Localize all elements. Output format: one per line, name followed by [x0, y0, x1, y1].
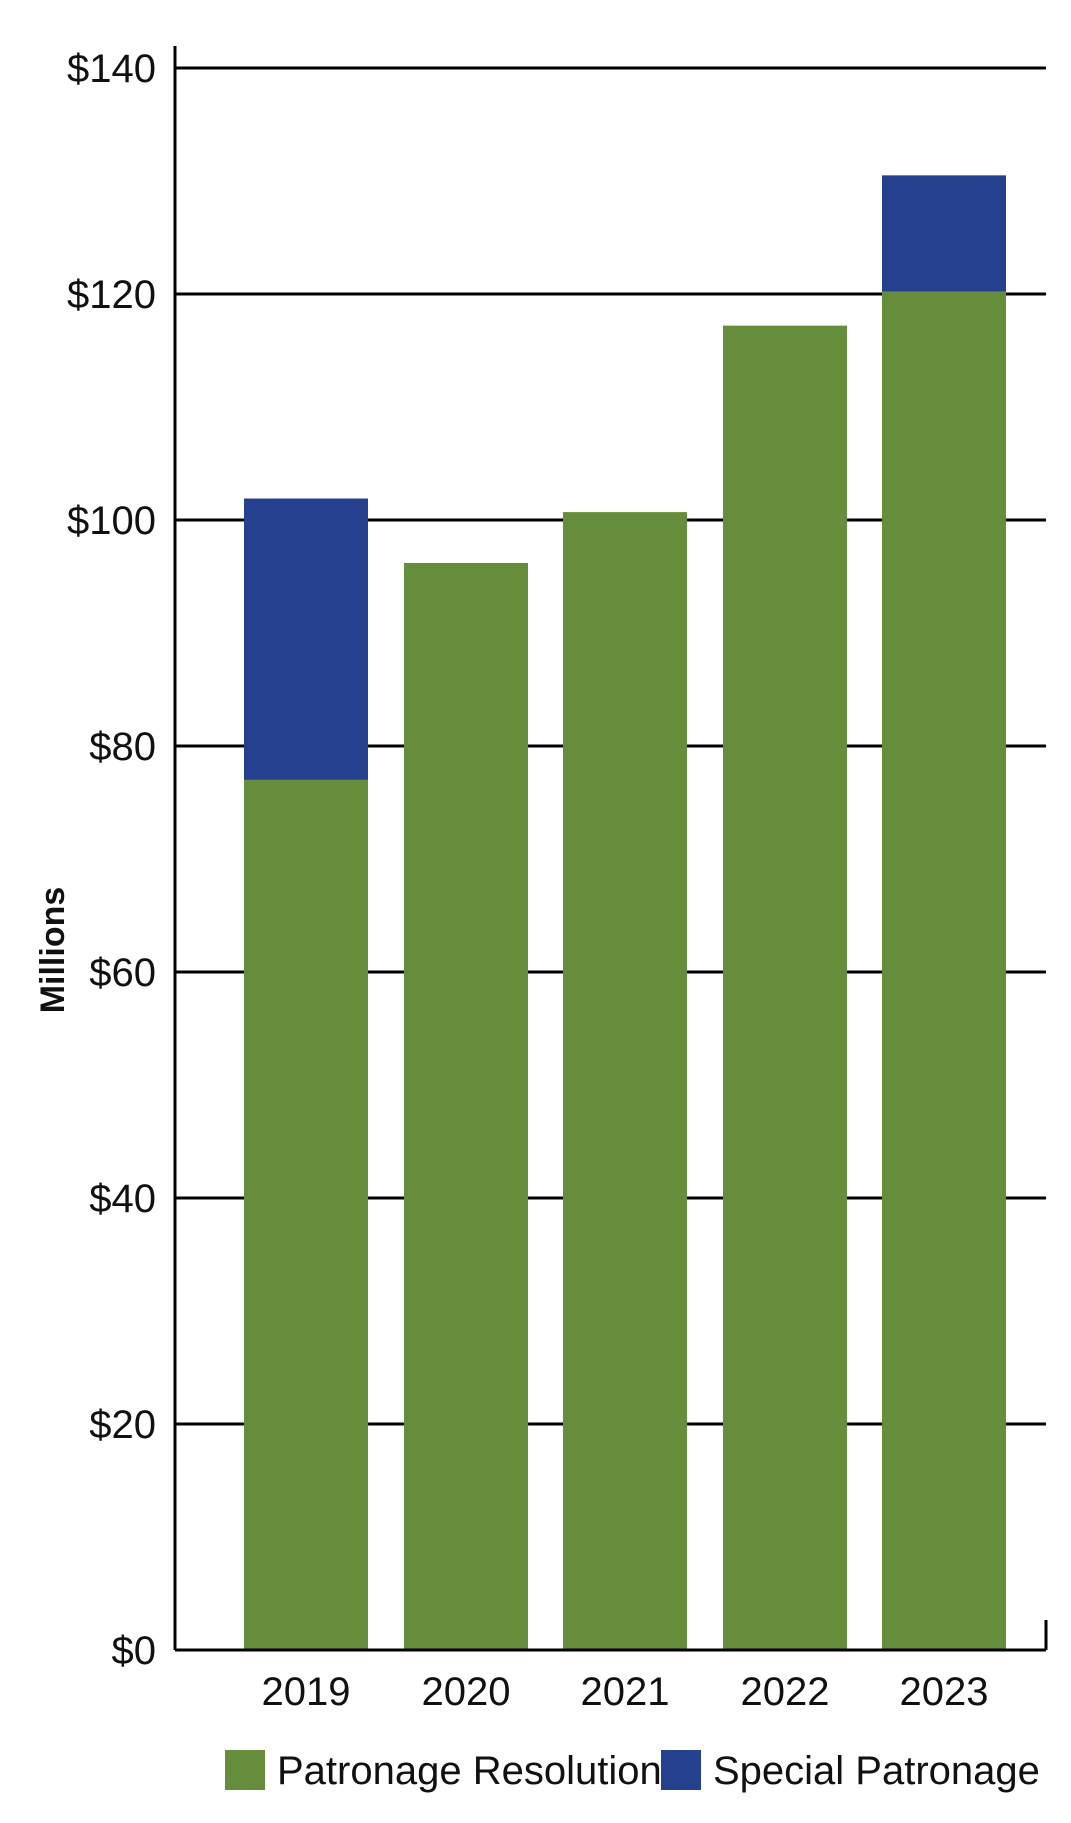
- x-tick-label: 2022: [741, 1670, 830, 1714]
- y-tick-label: $0: [112, 1629, 157, 1673]
- legend-swatch: [225, 1750, 265, 1790]
- x-tick-label: 2019: [262, 1670, 351, 1714]
- bars: [244, 175, 1006, 1651]
- y-tick-label: $60: [89, 951, 156, 995]
- y-tick-label: $140: [67, 47, 156, 91]
- x-tick-label: 2023: [900, 1670, 989, 1714]
- y-tick-label: $100: [67, 499, 156, 543]
- bar-2023-special-patronage: [882, 175, 1006, 292]
- y-tick-label: $80: [89, 725, 156, 769]
- y-tick-label: $120: [67, 273, 156, 317]
- y-tick-label: $20: [89, 1403, 156, 1447]
- bar-2022-patronage-resolutions: [723, 325, 847, 1650]
- bar-2019-special-patronage: [244, 498, 368, 780]
- x-tick-labels: 2019 2020 2021 2022 2023: [262, 1670, 989, 1714]
- legend-label: Special Patronage: [713, 1749, 1040, 1793]
- y-tick-labels: $0 $20 $40 $60 $80 $100 $120 $140: [67, 47, 156, 1673]
- y-tick-label: $40: [89, 1177, 156, 1221]
- legend: Patronage Resolutions Special Patronage: [225, 1749, 1040, 1793]
- legend-label: Patronage Resolutions: [277, 1749, 682, 1793]
- bar-2021-patronage-resolutions: [563, 512, 687, 1650]
- bar-2023-patronage-resolutions: [882, 291, 1006, 1650]
- bar-2020-patronage-resolutions: [404, 562, 528, 1651]
- y-axis-label: Millions: [34, 887, 72, 1014]
- axes: [173, 46, 1048, 1652]
- bar-2019-patronage-resolutions: [244, 779, 368, 1650]
- legend-swatch: [661, 1750, 701, 1790]
- x-tick-label: 2020: [422, 1670, 511, 1714]
- x-tick-label: 2021: [581, 1670, 670, 1714]
